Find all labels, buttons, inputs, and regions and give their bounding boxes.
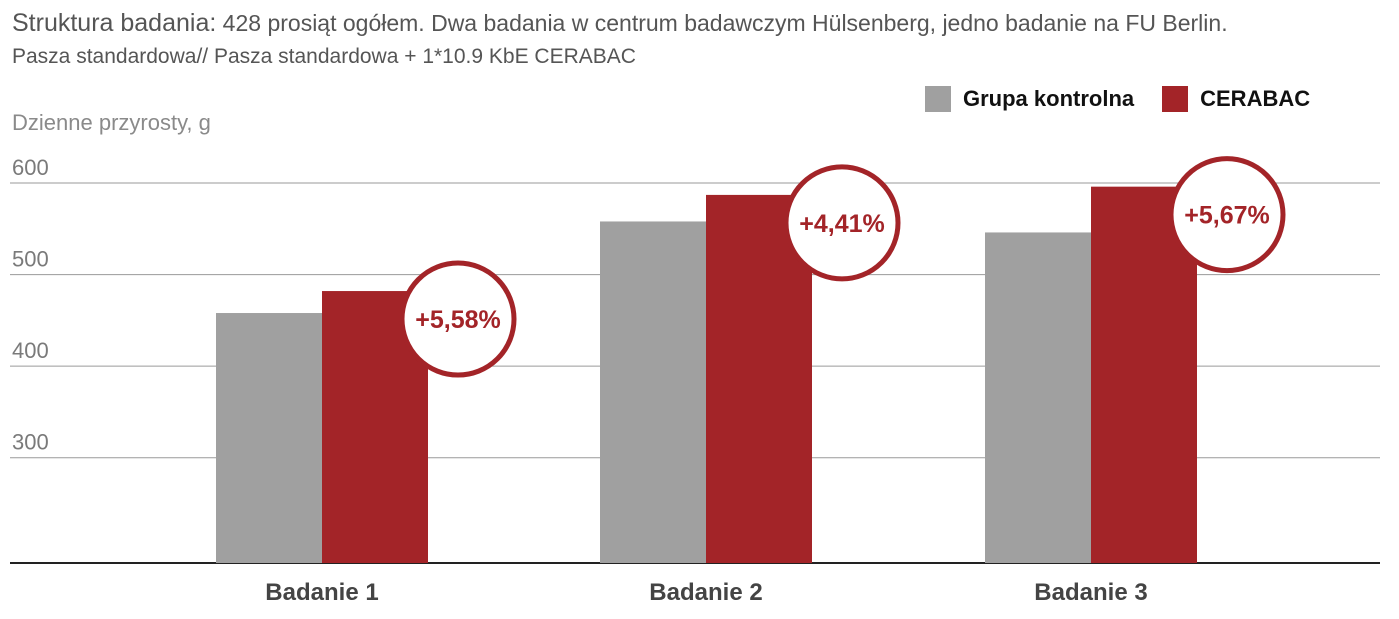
y-axis-label: Dzienne przyrosty, g xyxy=(12,110,211,135)
bar-control-1 xyxy=(216,313,322,563)
feed-description: Pasza standardowa// Pasza standardowa + … xyxy=(12,45,636,68)
legend-label-control: Grupa kontrolna xyxy=(963,86,1135,111)
annotation-circle-1 xyxy=(399,260,517,378)
annotation-circle-3 xyxy=(1168,156,1286,274)
y-tick-label-500: 500 xyxy=(12,247,49,272)
y-tick-label-400: 400 xyxy=(12,338,49,363)
bar-control-3 xyxy=(985,232,1091,563)
legend-label-cerabac: CERABAC xyxy=(1200,86,1311,111)
x-category-label-3: Badanie 3 xyxy=(1034,579,1147,606)
annotation-label-1: +5,58% xyxy=(415,306,501,334)
annotation-label-2: +4,41% xyxy=(799,210,885,238)
y-tick-label-300: 300 xyxy=(12,430,49,455)
legend-swatch-control xyxy=(925,86,951,112)
x-category-label-2: Badanie 2 xyxy=(649,579,762,606)
study-summary: 428 prosiąt ogółem. Dwa badania w centru… xyxy=(216,10,1228,36)
x-category-label-1: Badanie 1 xyxy=(265,579,378,606)
study-structure-label: Struktura badania: xyxy=(12,9,217,37)
bar-cerabac-3 xyxy=(1091,186,1197,563)
legend-item-cerabac: CERABAC xyxy=(1162,86,1310,112)
chart-header: Struktura badania: 428 prosiąt ogółem. D… xyxy=(12,8,1392,72)
legend: Grupa kontrolna CERABAC xyxy=(925,86,1338,112)
legend-item-control: Grupa kontrolna xyxy=(925,86,1134,112)
annotation-label-3: +5,67% xyxy=(1184,202,1270,230)
bar-control-2 xyxy=(600,221,706,563)
annotation-circle-2 xyxy=(783,164,901,282)
legend-swatch-cerabac xyxy=(1162,86,1189,112)
y-tick-label-600: 600 xyxy=(12,155,49,180)
study-description: Struktura badania: 428 prosiąt ogółem. D… xyxy=(12,8,1392,38)
